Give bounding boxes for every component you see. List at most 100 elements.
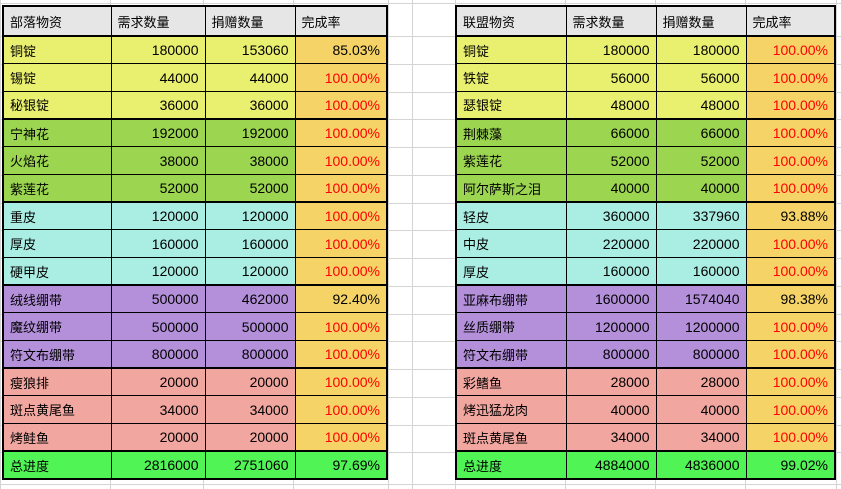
donated-cell[interactable]: 1574040 (655, 284, 747, 314)
donated-cell[interactable]: 38000 (204, 146, 296, 175)
donated-cell[interactable]: 160000 (204, 229, 296, 258)
material-cell[interactable]: 厚皮 (455, 257, 567, 286)
required-cell[interactable]: 160000 (565, 257, 657, 286)
header-cell-donated[interactable]: 捐赠数量 (204, 5, 296, 37)
material-cell[interactable]: 重皮 (2, 201, 112, 231)
rate-cell[interactable]: 100.00% (294, 118, 388, 148)
rate-cell[interactable]: 100.00% (745, 173, 836, 203)
required-cell[interactable]: 20000 (110, 423, 206, 452)
required-cell[interactable]: 52000 (565, 146, 657, 175)
donated-cell[interactable]: 800000 (204, 340, 296, 369)
donated-cell[interactable]: 52000 (655, 146, 747, 175)
rate-cell[interactable]: 99.02% (745, 450, 836, 480)
material-cell[interactable]: 铜锭 (455, 35, 567, 65)
material-cell[interactable]: 总进度 (455, 450, 567, 480)
required-cell[interactable]: 1200000 (565, 312, 657, 342)
rate-cell[interactable]: 100.00% (294, 423, 388, 452)
rate-cell[interactable]: 100.00% (294, 229, 388, 258)
material-cell[interactable]: 阿尔萨斯之泪 (455, 173, 567, 203)
required-cell[interactable]: 36000 (110, 90, 206, 120)
required-cell[interactable]: 66000 (565, 118, 657, 148)
material-cell[interactable]: 铜锭 (2, 35, 112, 65)
rate-cell[interactable]: 100.00% (745, 35, 836, 65)
material-cell[interactable]: 斑点黄尾鱼 (2, 395, 112, 425)
required-cell[interactable]: 56000 (565, 63, 657, 92)
material-cell[interactable]: 符文布绷带 (455, 340, 567, 369)
required-cell[interactable]: 120000 (110, 257, 206, 286)
header-cell-rate[interactable]: 完成率 (745, 5, 836, 37)
required-cell[interactable]: 500000 (110, 284, 206, 314)
donated-cell[interactable]: 40000 (655, 395, 747, 425)
donated-cell[interactable]: 28000 (655, 367, 747, 397)
donated-cell[interactable]: 48000 (655, 90, 747, 120)
rate-cell[interactable]: 100.00% (294, 146, 388, 175)
rate-cell[interactable]: 100.00% (745, 367, 836, 397)
donated-cell[interactable]: 800000 (655, 340, 747, 369)
material-cell[interactable]: 中皮 (455, 229, 567, 258)
material-cell[interactable]: 秘银锭 (2, 90, 112, 120)
required-cell[interactable]: 44000 (110, 63, 206, 92)
rate-cell[interactable]: 100.00% (294, 90, 388, 120)
material-cell[interactable]: 荆棘藻 (455, 118, 567, 148)
material-cell[interactable]: 符文布绷带 (2, 340, 112, 369)
required-cell[interactable]: 800000 (110, 340, 206, 369)
header-cell-material[interactable]: 部落物资 (2, 5, 112, 37)
material-cell[interactable]: 亚麻布绷带 (455, 284, 567, 314)
material-cell[interactable]: 烤迅猛龙肉 (455, 395, 567, 425)
donated-cell[interactable]: 36000 (204, 90, 296, 120)
material-cell[interactable]: 轻皮 (455, 201, 567, 231)
rate-cell[interactable]: 92.40% (294, 284, 388, 314)
rate-cell[interactable]: 100.00% (745, 146, 836, 175)
required-cell[interactable]: 40000 (565, 173, 657, 203)
rate-cell[interactable]: 100.00% (745, 257, 836, 286)
required-cell[interactable]: 1600000 (565, 284, 657, 314)
material-cell[interactable]: 宁神花 (2, 118, 112, 148)
donated-cell[interactable]: 34000 (655, 423, 747, 452)
required-cell[interactable]: 34000 (110, 395, 206, 425)
required-cell[interactable]: 20000 (110, 367, 206, 397)
donated-cell[interactable]: 66000 (655, 118, 747, 148)
rate-cell[interactable]: 100.00% (745, 229, 836, 258)
material-cell[interactable]: 斑点黄尾鱼 (455, 423, 567, 452)
header-cell-material[interactable]: 联盟物资 (455, 5, 567, 37)
material-cell[interactable]: 紫莲花 (455, 146, 567, 175)
rate-cell[interactable]: 93.88% (745, 201, 836, 231)
material-cell[interactable]: 紫莲花 (2, 173, 112, 203)
donated-cell[interactable]: 160000 (655, 257, 747, 286)
donated-cell[interactable]: 180000 (655, 35, 747, 65)
donated-cell[interactable]: 40000 (655, 173, 747, 203)
material-cell[interactable]: 厚皮 (2, 229, 112, 258)
donated-cell[interactable]: 153060 (204, 35, 296, 65)
donated-cell[interactable]: 500000 (204, 312, 296, 342)
donated-cell[interactable]: 337960 (655, 201, 747, 231)
required-cell[interactable]: 40000 (565, 395, 657, 425)
rate-cell[interactable]: 100.00% (745, 63, 836, 92)
donated-cell[interactable]: 20000 (204, 367, 296, 397)
rate-cell[interactable]: 100.00% (745, 395, 836, 425)
required-cell[interactable]: 800000 (565, 340, 657, 369)
donated-cell[interactable]: 20000 (204, 423, 296, 452)
required-cell[interactable]: 500000 (110, 312, 206, 342)
rate-cell[interactable]: 100.00% (294, 201, 388, 231)
donated-cell[interactable]: 120000 (204, 257, 296, 286)
rate-cell[interactable]: 100.00% (294, 173, 388, 203)
rate-cell[interactable]: 85.03% (294, 35, 388, 65)
rate-cell[interactable]: 100.00% (294, 312, 388, 342)
rate-cell[interactable]: 100.00% (294, 257, 388, 286)
required-cell[interactable]: 52000 (110, 173, 206, 203)
rate-cell[interactable]: 100.00% (745, 340, 836, 369)
material-cell[interactable]: 彩鳍鱼 (455, 367, 567, 397)
header-cell-donated[interactable]: 捐赠数量 (655, 5, 747, 37)
donated-cell[interactable]: 44000 (204, 63, 296, 92)
rate-cell[interactable]: 97.69% (294, 450, 388, 480)
required-cell[interactable]: 160000 (110, 229, 206, 258)
donated-cell[interactable]: 220000 (655, 229, 747, 258)
required-cell[interactable]: 4884000 (565, 450, 657, 480)
material-cell[interactable]: 丝质绷带 (455, 312, 567, 342)
rate-cell[interactable]: 100.00% (294, 63, 388, 92)
donated-cell[interactable]: 34000 (204, 395, 296, 425)
material-cell[interactable]: 锡锭 (2, 63, 112, 92)
required-cell[interactable]: 2816000 (110, 450, 206, 480)
rate-cell[interactable]: 100.00% (745, 90, 836, 120)
donated-cell[interactable]: 192000 (204, 118, 296, 148)
